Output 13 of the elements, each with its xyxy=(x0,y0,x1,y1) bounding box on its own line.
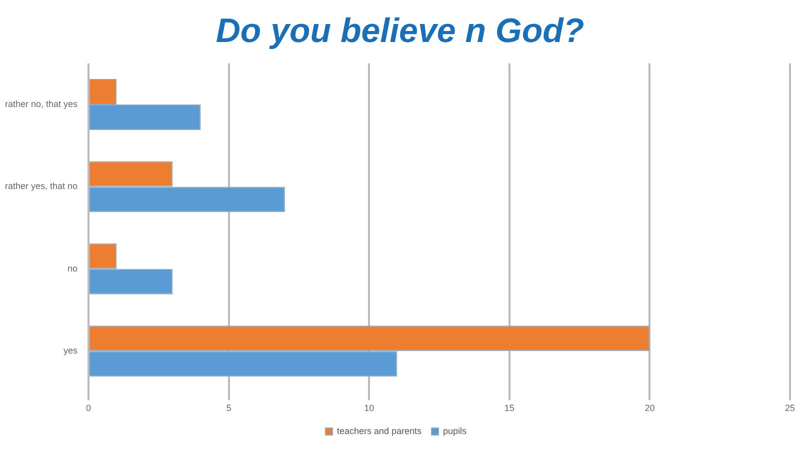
x-tick-label: 25 xyxy=(784,403,796,414)
x-tick-label: 5 xyxy=(226,403,232,414)
y-tick-label: rather no, that yes xyxy=(4,98,78,109)
y-tick-label: rather yes, that no xyxy=(4,181,78,192)
y-tick-label: no xyxy=(68,263,78,274)
legend-label: pupils xyxy=(443,426,468,436)
x-tick-label: 0 xyxy=(86,403,92,414)
x-tick-label: 10 xyxy=(364,403,374,414)
chart-title: Do you believe n God? xyxy=(214,12,586,51)
y-tick-label: yes xyxy=(64,346,78,356)
x-tick-label: 20 xyxy=(644,403,655,414)
legend-label: teachers and parents xyxy=(336,426,422,436)
x-tick-label: 15 xyxy=(504,403,514,414)
